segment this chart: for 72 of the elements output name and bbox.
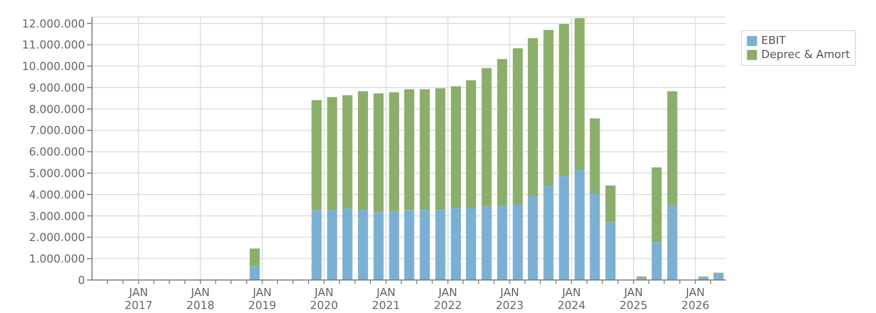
bar [420, 89, 430, 210]
bar [389, 92, 400, 212]
x-tick-label: JAN 2026 [681, 286, 710, 312]
bar [574, 169, 585, 280]
bar [420, 209, 430, 280]
bar [667, 206, 678, 280]
bar [574, 18, 585, 170]
y-tick-label: 1.000.000 [29, 252, 85, 266]
x-tick-label: JAN 2023 [496, 286, 524, 312]
bar [450, 208, 461, 280]
bar [652, 167, 662, 242]
bar [466, 80, 476, 208]
bar [528, 38, 538, 196]
y-tick-label: 8.000.000 [29, 102, 85, 116]
bar [652, 242, 662, 280]
x-tick-label: JAN 2017 [124, 286, 153, 312]
bar [312, 210, 322, 280]
bar [358, 91, 368, 210]
bar [543, 30, 554, 186]
y-tick-label: 11.000.000 [22, 38, 85, 52]
x-tick-label: JAN 2019 [248, 286, 276, 312]
bar [342, 208, 352, 280]
y-tick-label: 12.000.000 [22, 17, 85, 30]
y-tick-label: 5.000.000 [29, 166, 85, 180]
bar [404, 210, 414, 280]
bar [466, 208, 476, 280]
bar [482, 68, 492, 206]
x-tick-label: JAN 2025 [620, 286, 648, 312]
y-tick-label: 2.000.000 [29, 231, 85, 244]
bar [512, 48, 523, 204]
y-tick-label: 0 [78, 274, 85, 287]
bar [327, 209, 338, 280]
bar [358, 209, 368, 280]
x-tick-label: JAN 2018 [186, 286, 214, 312]
y-tick-label: 7.000.000 [29, 124, 85, 138]
bar [667, 91, 678, 206]
legend-label: EBIT [761, 34, 786, 48]
bar [450, 86, 461, 208]
y-tick-label: 3.000.000 [29, 210, 85, 223]
bar [435, 88, 446, 210]
bar [497, 206, 508, 280]
bar [250, 266, 260, 280]
bar [435, 210, 446, 280]
bar [559, 176, 570, 280]
x-tick-label: JAN 2022 [434, 286, 462, 312]
bar [374, 93, 384, 212]
bar [327, 97, 338, 210]
y-tick-label: 9.000.000 [29, 81, 85, 94]
bar [342, 95, 352, 208]
bar [559, 24, 570, 176]
bar [389, 211, 400, 280]
y-tick-label: 10.000.000 [22, 60, 85, 74]
bar [590, 118, 600, 194]
legend-label: Deprec & Amort [761, 48, 850, 62]
bar [512, 203, 523, 280]
y-tick-label: 6.000.000 [29, 146, 85, 159]
bar [312, 100, 322, 210]
bar [404, 89, 414, 210]
bar [497, 59, 508, 206]
x-tick-label: JAN 2024 [558, 286, 586, 312]
bar [374, 212, 384, 280]
bar [528, 196, 538, 280]
bar [605, 185, 616, 222]
x-tick-label: JAN 2020 [310, 286, 338, 312]
bar [250, 248, 260, 266]
bar [714, 274, 724, 280]
x-tick-label: JAN 2021 [372, 286, 400, 312]
bar [590, 194, 600, 280]
bar [605, 222, 616, 280]
bar [482, 206, 492, 280]
bar [543, 185, 554, 280]
y-tick-label: 4.000.000 [29, 188, 85, 202]
